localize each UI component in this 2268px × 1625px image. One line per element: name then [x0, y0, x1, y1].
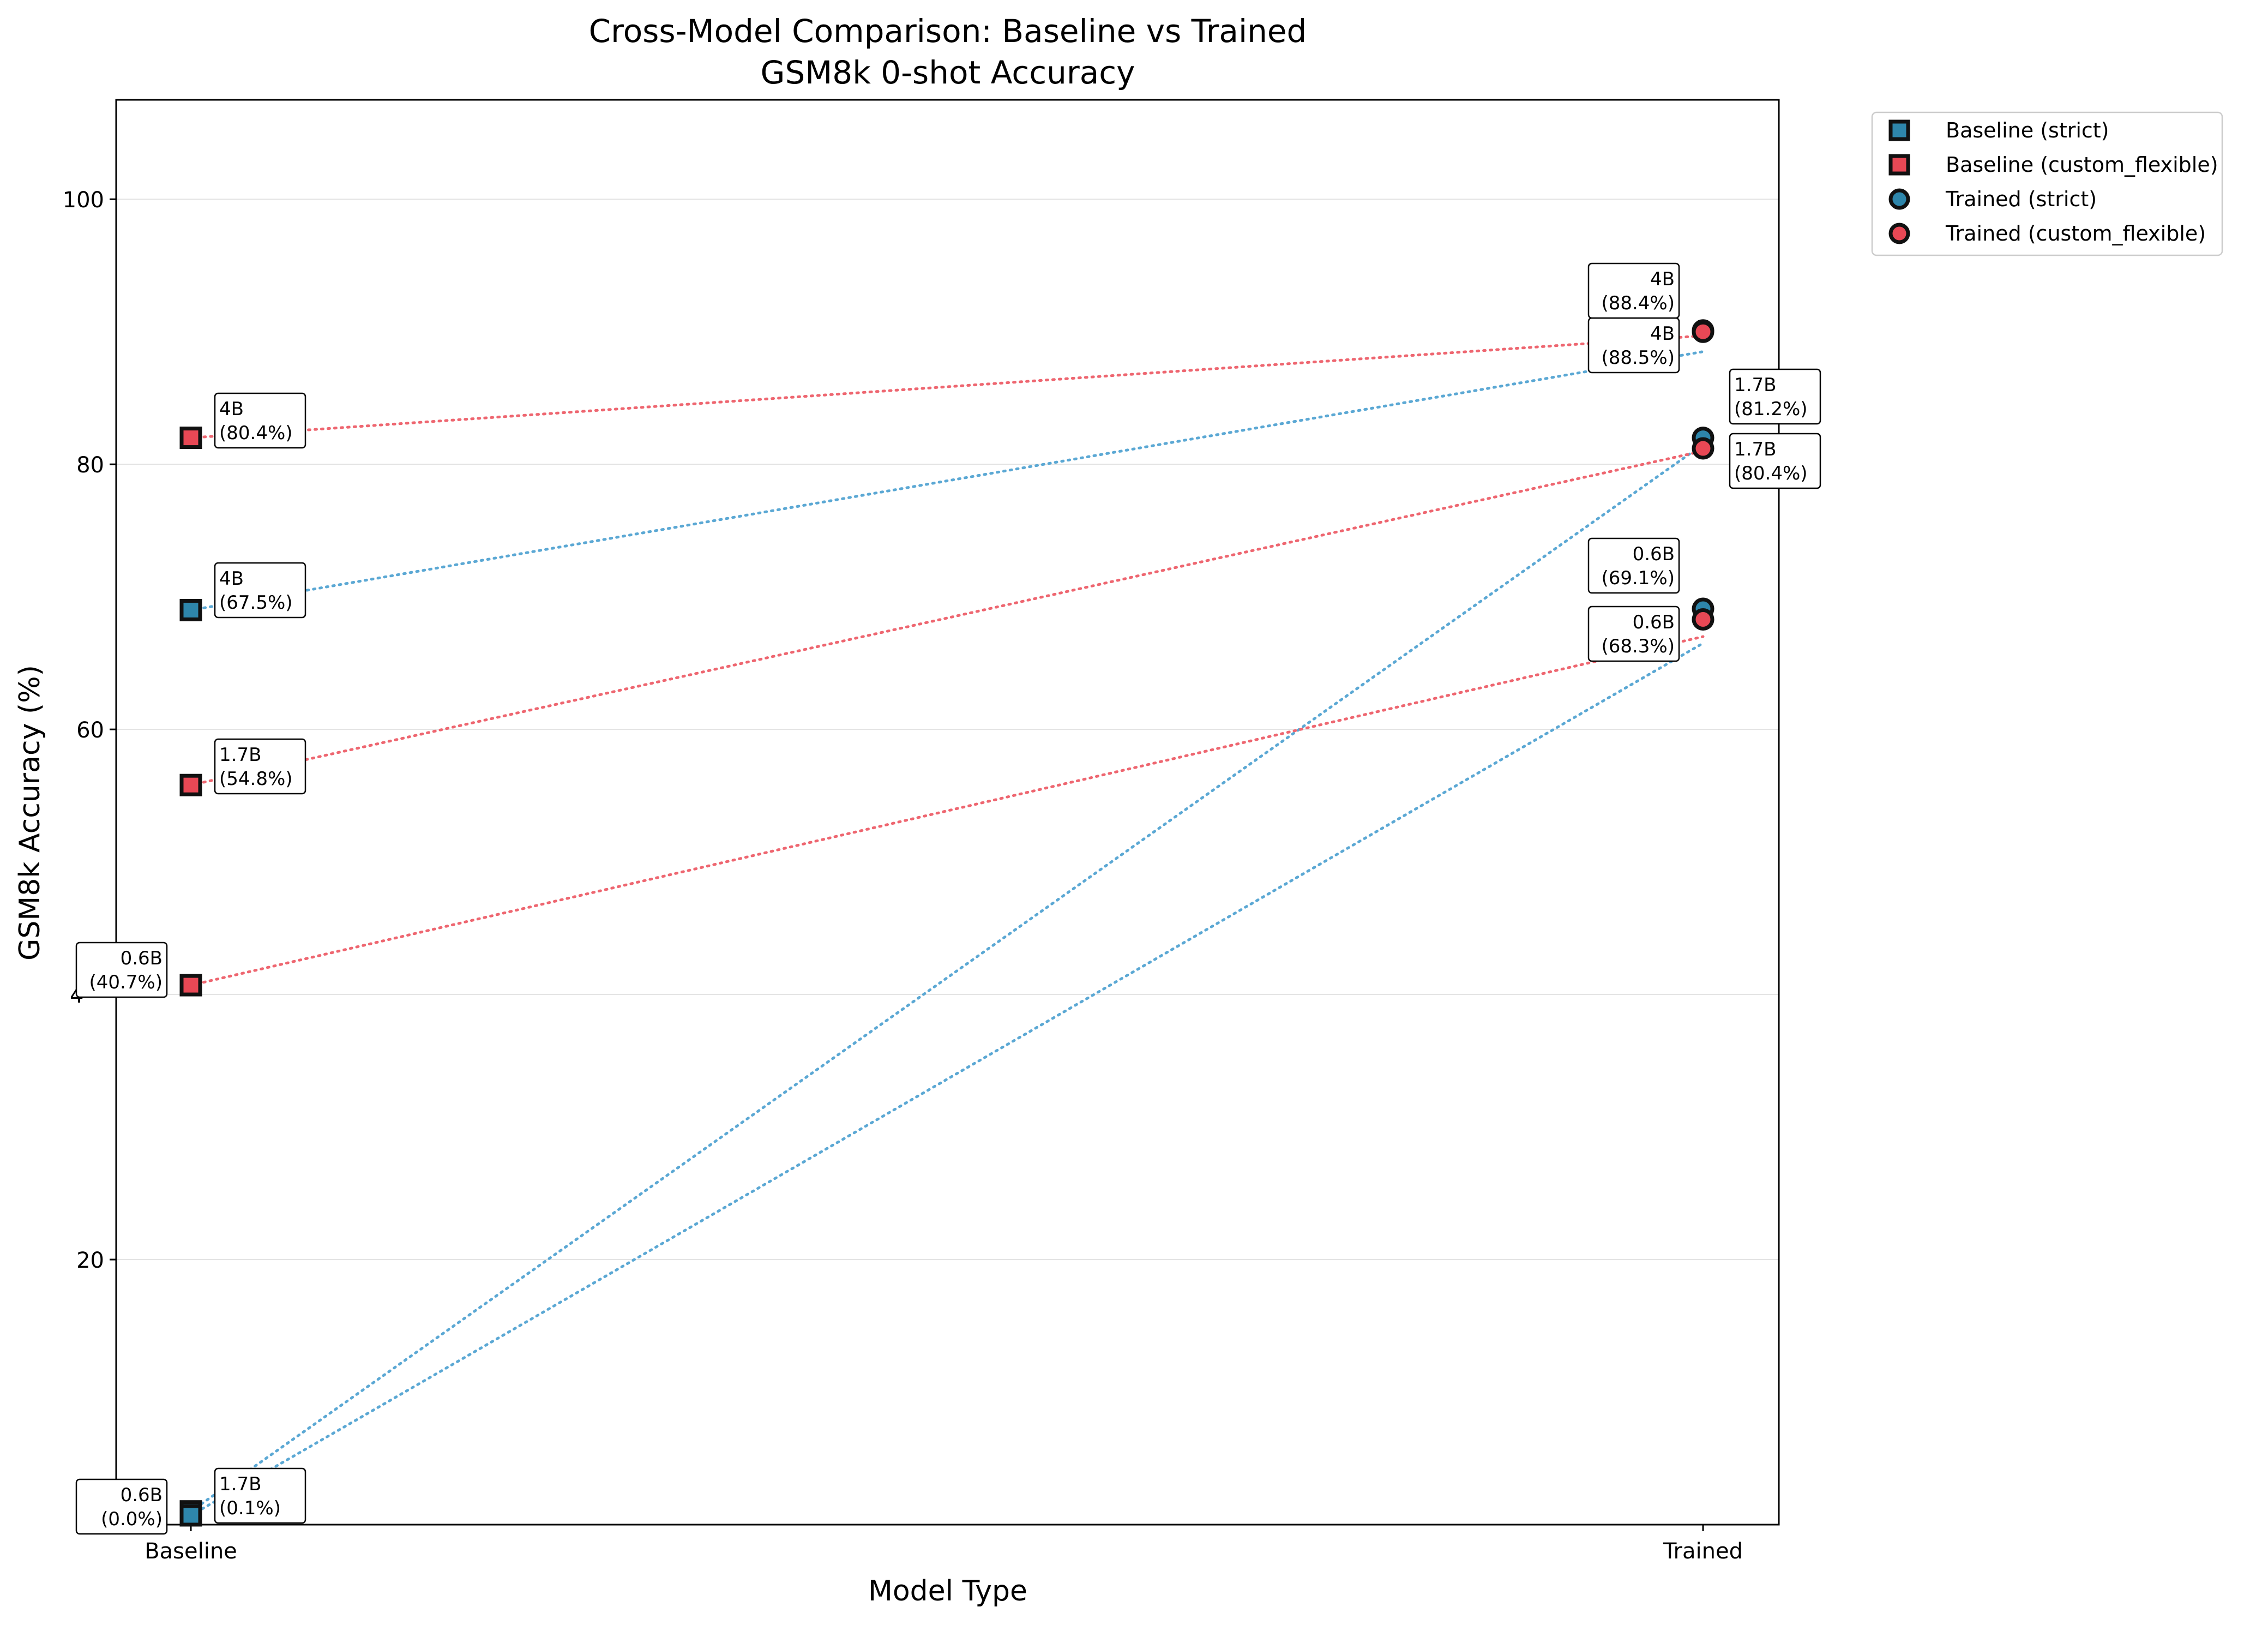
data-label-1.7B: 1.7B(81.2%): [1729, 368, 1821, 425]
square-marker-4B: [179, 427, 202, 449]
square-marker-4B: [179, 598, 202, 621]
connection-lines: [189, 334, 1705, 1517]
connection-line-4B-strict: [189, 350, 1705, 611]
chart-title: Cross-Model Comparison: Baseline vs Trai…: [589, 13, 1307, 50]
y-axis-title: GSM8k Accuracy (%): [14, 665, 46, 961]
legend-label: Baseline (custom_flexible): [1946, 153, 2218, 177]
data-label-0.6B: 0.6B(68.3%): [1587, 605, 1680, 662]
grid-layer: [116, 199, 1779, 1261]
data-label-box: [214, 392, 306, 449]
legend-frame: [1871, 111, 2223, 256]
legend-marker-circle: [1888, 223, 1910, 244]
data-points: [179, 319, 1714, 1527]
y-tick-label: 80: [76, 453, 104, 478]
x-axis-title: Model Type: [868, 1575, 1027, 1608]
data-label-model: 4B: [219, 568, 244, 590]
data-label-model: 0.6B: [1633, 543, 1675, 565]
data-label-4B: 4B(80.4%): [214, 392, 306, 449]
data-label-model: 4B: [219, 398, 244, 420]
data-label-4B: 4B(88.4%): [1587, 262, 1680, 319]
square-marker-1.7B: [179, 773, 202, 796]
circle-marker-0.6B: [1692, 608, 1714, 631]
circle-marker-1.7B: [1692, 437, 1714, 460]
data-label-value: (0.1%): [219, 1497, 281, 1519]
axis-layer: 2060801004BaselineTrained: [63, 188, 1743, 1564]
circle-marker-4B: [1692, 320, 1714, 343]
data-label-1.7B: 1.7B (80.4%): [1729, 433, 1821, 489]
connection-line-1.7B-strict: [189, 443, 1705, 1513]
legend-marker-square: [1888, 119, 1910, 141]
data-label-box: [1587, 537, 1680, 594]
data-labels: 4B(67.5%)1.7B(0.1%)0.6B(0.0%)4B(80.4%)1.…: [75, 262, 1821, 1535]
legend-marker-square: [1888, 154, 1910, 176]
data-label-value: (54.8%): [219, 768, 293, 790]
data-label-value: (40.7%): [89, 972, 163, 993]
data-label-0.6B: 0.6B(69.1%): [1587, 537, 1680, 594]
data-label-model: 1.7B: [219, 744, 261, 766]
data-label-value: (68.3%): [1601, 635, 1675, 657]
legend-label: Trained (strict): [1945, 187, 2097, 211]
data-label-model: 0.6B: [1633, 611, 1675, 633]
chart-subtitle: GSM8k 0-shot Accuracy: [761, 54, 1135, 91]
legend-label: Baseline (strict): [1946, 118, 2109, 142]
data-label-model: 1.7B: [219, 1473, 261, 1495]
data-label-model: 4B: [1650, 268, 1675, 290]
data-label-model: 1.7B: [1734, 439, 1776, 460]
data-label-value: (88.4%): [1601, 292, 1675, 314]
data-label-0.6B: 0.6B(0.0%): [75, 1478, 168, 1535]
data-label-box: [1587, 605, 1680, 662]
data-label-box: [214, 562, 306, 619]
legend-marker-circle: [1888, 188, 1910, 210]
data-label-model: 0.6B: [121, 1484, 163, 1506]
legend: Baseline (strict) Baseline (custom_flexib…: [1871, 111, 2223, 256]
data-label-box: [75, 1478, 168, 1535]
data-label-model: 1.7B: [1734, 374, 1776, 396]
data-label-box: [1587, 262, 1680, 319]
y-tick-label: 100: [63, 188, 104, 213]
data-label-box: [1729, 433, 1821, 489]
x-tick-label: Trained: [1663, 1539, 1743, 1564]
data-label-1.7B: 1.7B(0.1%): [214, 1467, 306, 1524]
data-label-0.6B: 0.6B (40.7%): [75, 942, 168, 998]
data-label-value: (80.4%): [1734, 463, 1808, 484]
data-label-value: (0.0%): [101, 1508, 163, 1530]
data-label-box: [214, 738, 306, 795]
square-marker-0.6B: [179, 1504, 202, 1527]
data-label-box: [1729, 368, 1821, 425]
data-label-model: 4B: [1650, 323, 1675, 345]
connection-line-1.7B-custom_flexible: [189, 449, 1705, 787]
data-label-value: (80.4%): [219, 422, 293, 444]
data-label-4B: 4B(88.5%): [1587, 317, 1680, 374]
legend-label: Trained (custom_flexible): [1945, 221, 2206, 245]
data-label-1.7B: 1.7B(54.8%): [214, 738, 306, 795]
y-tick-label: 60: [76, 718, 104, 743]
square-marker-0.6B: [179, 974, 202, 997]
data-label-box: [75, 942, 168, 998]
connection-line-0.6B-strict: [189, 641, 1705, 1517]
data-label-value: (67.5%): [219, 592, 293, 614]
y-tick-label: 20: [76, 1248, 104, 1273]
connection-line-4B-custom_flexible: [189, 334, 1705, 440]
data-label-value: (81.2%): [1734, 398, 1808, 420]
x-tick-label: Baseline: [145, 1539, 237, 1564]
plot-frame: [115, 99, 1780, 1526]
data-label-model: 0.6B: [121, 948, 163, 969]
data-label-value: (69.1%): [1601, 567, 1675, 589]
data-label-value: (88.5%): [1601, 347, 1675, 369]
data-label-box: [214, 1467, 306, 1524]
data-label-4B: 4B(67.5%): [214, 562, 306, 619]
